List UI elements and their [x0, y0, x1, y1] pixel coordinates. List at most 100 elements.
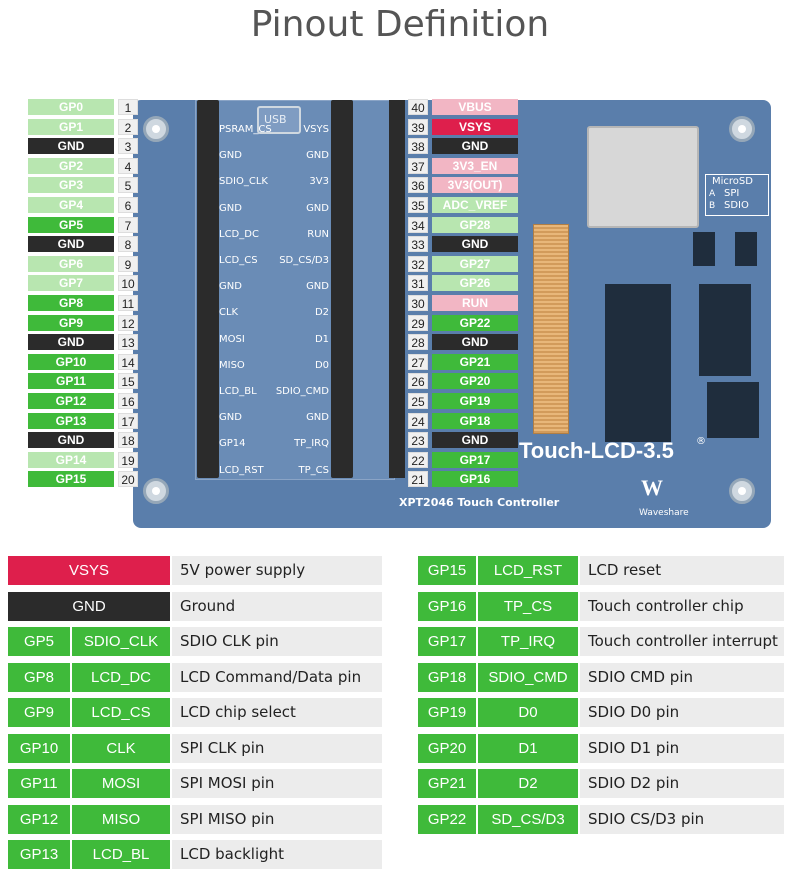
right-pin-number: 38: [408, 138, 428, 155]
right-pin-number: 40: [408, 99, 428, 115]
left-silk-label: GP14: [219, 438, 246, 450]
right-pin-number: 36: [408, 177, 428, 194]
right-pin-number: 34: [408, 216, 428, 233]
left-pin-label: GND: [28, 236, 114, 253]
right-silk-label: TP_IRQ: [294, 438, 329, 450]
right-pin-number: 26: [408, 373, 428, 390]
left-silk-label: LCD_RST: [219, 464, 264, 476]
legend-pin: GP10: [8, 733, 70, 763]
left-pin-label: GP2: [28, 157, 114, 174]
left-pin-number: 11: [118, 295, 138, 311]
legend-description: Touch controller interrupt: [580, 627, 784, 656]
ic-chip: [605, 370, 671, 442]
board-pin-header: [389, 100, 405, 478]
right-silk-label: TP_CS: [298, 464, 329, 476]
legend-pin: GP16: [418, 591, 476, 621]
left-pin-number: 19: [118, 451, 138, 468]
left-silk-label: GND: [219, 202, 242, 214]
left-pin-label: GP1: [28, 118, 114, 135]
legend-description: Ground: [172, 591, 382, 621]
fpc-ribbon: [533, 224, 569, 434]
legend-function: SDIO_CMD: [478, 662, 578, 692]
legend-description: LCD chip select: [172, 698, 382, 727]
right-pin-number: 23: [408, 432, 428, 449]
left-pin-label: GP13: [28, 412, 114, 429]
left-pin-number: 9: [118, 255, 138, 272]
left-pin-label: GND: [28, 138, 114, 155]
right-silk-label: GND: [306, 281, 329, 293]
microsd-b-key: B: [709, 201, 716, 211]
left-silk-label: MOSI: [219, 333, 245, 345]
left-pin-number: 13: [118, 334, 138, 351]
legend-description: SDIO D1 pin: [580, 733, 784, 763]
right-pin-number: 30: [408, 295, 428, 311]
legend-description: Touch controller chip select: [580, 591, 784, 644]
right-pin-number: 22: [408, 451, 428, 468]
ic-chip: [605, 284, 671, 376]
left-pin-number: 17: [118, 412, 138, 429]
mounting-hole: [729, 478, 755, 504]
right-pin-label: GP28: [432, 216, 518, 233]
right-pin-number: 39: [408, 118, 428, 135]
left-pin-number: 15: [118, 373, 138, 390]
product-name: Touch-LCD-3.5: [519, 438, 674, 463]
legend-description: LCD backlight: [172, 840, 382, 869]
left-pin-label: GP14: [28, 451, 114, 468]
right-silk-label: SD_CS/D3: [279, 255, 329, 266]
right-pin-label: GP20: [432, 373, 518, 390]
legend-function: LCD_RST: [478, 556, 578, 585]
left-pin-number: 4: [118, 157, 138, 174]
ic-chip: [735, 232, 757, 266]
legend-function: D2: [478, 769, 578, 798]
left-pin-number: 6: [118, 197, 138, 213]
left-silk-label: SDIO_CLK: [219, 176, 268, 188]
left-pin-label: GP8: [28, 295, 114, 311]
legend-pin: GP17: [418, 627, 476, 656]
left-pin-number: 14: [118, 353, 138, 370]
legend-function: SD_CS/D3: [478, 804, 578, 834]
left-pin-label: GND: [28, 432, 114, 449]
legend-function: LCD_CS: [72, 698, 170, 727]
touch-controller-label: XPT2046 Touch Controller: [399, 496, 560, 509]
right-pin-label: GND: [432, 432, 518, 449]
legend-description: SDIO CS/D3 pin: [580, 804, 784, 834]
legend-function: MISO: [72, 804, 170, 834]
legend-pin: GP12: [8, 804, 70, 834]
legend-description: SPI CLK pin: [172, 733, 382, 763]
right-silk-label: D2: [314, 307, 329, 319]
microsd-slot: [587, 126, 699, 228]
ic-chip: [693, 232, 715, 266]
right-silk-label: 3V3: [309, 176, 329, 188]
legend-pin: GP21: [418, 769, 476, 798]
left-pin-label: GP4: [28, 197, 114, 213]
right-pin-number: 29: [408, 314, 428, 331]
legend-function: LCD_DC: [72, 662, 170, 692]
right-pin-number: 24: [408, 412, 428, 429]
right-silk-label: D1: [314, 333, 329, 345]
legend-function: D0: [478, 698, 578, 727]
legend-description: LCD Command/Data pin: [172, 662, 382, 692]
legend-pin: GP18: [418, 662, 476, 692]
legend-function: MOSI: [72, 769, 170, 798]
microsd-b-val: SDIO: [724, 200, 749, 211]
left-pin-number: 10: [118, 275, 138, 292]
right-pin-number: 21: [408, 471, 428, 488]
legend-function: CLK: [72, 733, 170, 763]
legend-pin: GP9: [8, 698, 70, 727]
legend-function: LCD_BL: [72, 840, 170, 869]
left-pin-number: 3: [118, 138, 138, 155]
right-pin-label: GND: [432, 236, 518, 253]
left-pin-number: 7: [118, 216, 138, 233]
right-silk-label: GND: [306, 412, 329, 424]
right-pin-number: 35: [408, 197, 428, 213]
left-pin-label: GP6: [28, 255, 114, 272]
right-pin-number: 32: [408, 255, 428, 272]
right-silk-label: GND: [306, 150, 329, 162]
legend-pin: GP20: [418, 733, 476, 763]
legend-description: LCD reset: [580, 556, 784, 585]
right-pin-label: GP16: [432, 471, 518, 488]
left-pin-label: GP5: [28, 216, 114, 233]
left-silk-label: LCD_DC: [219, 228, 259, 240]
right-pin-label: 3V3_EN: [432, 157, 518, 174]
right-silk-label: GND: [306, 202, 329, 214]
